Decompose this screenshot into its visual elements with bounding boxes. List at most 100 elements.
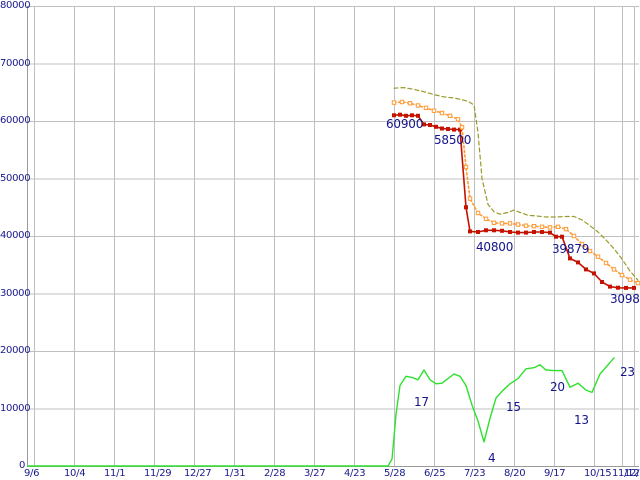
series-marker [539, 224, 545, 230]
series-marker [421, 122, 426, 127]
series-marker [584, 267, 589, 272]
series-marker [475, 210, 481, 216]
series-marker [568, 256, 573, 261]
x-axis-tick-label: 6/25 [424, 468, 446, 479]
series-marker [451, 127, 456, 132]
series-marker [463, 205, 468, 210]
series-marker [563, 226, 569, 232]
series-marker [427, 123, 432, 128]
series-marker [409, 113, 414, 118]
series-price-primary [391, 112, 637, 290]
series-marker [439, 110, 445, 116]
y-axis-tick-label: 30000 [0, 287, 31, 299]
grid-layer [27, 6, 639, 467]
series-marker [445, 127, 450, 132]
series-volume [27, 357, 615, 467]
series-marker [439, 126, 444, 131]
y-axis-tick-label: 80000 [0, 0, 31, 11]
series-marker [407, 101, 413, 106]
series-marker [403, 113, 408, 118]
x-axis-tick-label: 1/31 [224, 468, 246, 479]
x-axis-tick-label: 8/20 [504, 468, 526, 479]
series-marker [532, 229, 537, 234]
series-price-secondary [391, 99, 640, 286]
y-axis-tick-label: 0 [18, 460, 25, 471]
x-axis-tick-label: 10/15 [584, 468, 612, 479]
series-marker [483, 228, 488, 233]
x-axis-tick-label: 12/27 [184, 468, 212, 479]
series-marker [540, 229, 545, 234]
series-marker [587, 248, 593, 254]
data-point-label: 40800 [476, 240, 514, 254]
series-line [393, 101, 639, 284]
series-marker [616, 285, 621, 290]
series-marker [423, 105, 429, 110]
x-axis-tick-label: 9/6 [24, 468, 40, 479]
data-point-label: 15 [506, 400, 521, 414]
series-marker [391, 100, 397, 105]
data-point-label: 17 [414, 395, 429, 409]
data-point-label: 60900 [386, 117, 424, 131]
series-line [27, 357, 615, 467]
series-marker [632, 285, 637, 290]
series-marker [391, 113, 396, 118]
series-marker [397, 112, 402, 117]
x-axis-tick-label: 10/4 [64, 468, 86, 479]
x-axis-tick-label: 11/29 [144, 468, 172, 479]
series-price-tertiary [393, 87, 639, 281]
data-point-label: 58500 [434, 133, 472, 147]
series-marker [499, 228, 504, 233]
series-line [393, 87, 639, 281]
series-marker [459, 125, 465, 130]
series-marker [431, 108, 437, 113]
series-marker [523, 223, 529, 228]
series-marker [507, 221, 513, 226]
series-marker [399, 99, 405, 105]
y-axis-tick-label: 40000 [0, 230, 31, 241]
x-axis-tick-label: 12/19 [624, 468, 640, 479]
series-marker [600, 279, 605, 284]
data-point-label: 23 [620, 365, 635, 379]
x-axis-tick-label: 3/27 [304, 468, 326, 479]
series-marker [447, 113, 453, 118]
x-axis-tick-label: 2/28 [264, 468, 286, 479]
data-point-label: 4 [488, 451, 496, 465]
x-axis-tick-label: 11/1 [104, 468, 126, 479]
series-marker [491, 228, 496, 233]
series-marker [624, 285, 629, 290]
series-marker [548, 230, 553, 235]
x-axis-tick-label: 9/17 [544, 468, 566, 479]
series-marker [499, 221, 505, 226]
series-marker [515, 222, 521, 227]
series-marker [555, 224, 561, 230]
series-marker [635, 280, 640, 286]
y-axis-tick-label: 20000 [0, 345, 31, 356]
series-marker [554, 234, 559, 239]
x-axis-tick-label: 4/23 [344, 468, 366, 479]
data-point-label: 13 [574, 413, 589, 427]
x-axis-tick-label: 5/28 [384, 468, 406, 479]
series-marker [603, 260, 609, 266]
data-point-label: 39879 [552, 242, 590, 256]
y-axis-tick-label: 70000 [0, 57, 31, 69]
series-marker [611, 267, 617, 272]
y-axis-tick-label: 10000 [0, 402, 31, 414]
y-axis-tick-label: 50000 [0, 172, 31, 184]
series-marker [483, 216, 489, 222]
series-marker [627, 277, 633, 282]
series-marker [579, 241, 585, 247]
series-marker [467, 196, 473, 201]
x-axis-tick-label: 7/23 [464, 468, 486, 479]
series-marker [415, 113, 420, 118]
series-marker [571, 233, 577, 239]
series-marker [516, 230, 521, 235]
data-point-label: 30980 [610, 292, 640, 306]
series-layer [27, 87, 640, 467]
data-point-label: 20 [550, 380, 565, 394]
series-marker [619, 272, 625, 278]
series-marker [475, 229, 480, 234]
series-marker [560, 234, 565, 239]
series-marker [455, 117, 461, 122]
